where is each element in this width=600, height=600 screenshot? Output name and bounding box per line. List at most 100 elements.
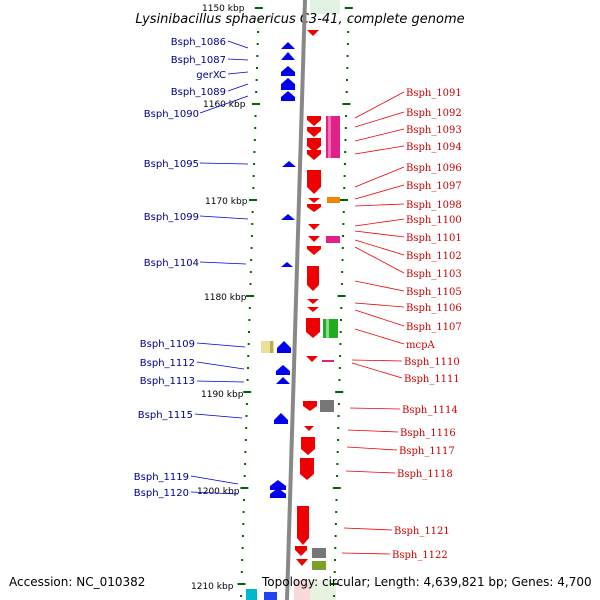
gene-bsph-1086[interactable] (281, 42, 295, 49)
gene-label-bsph-1117[interactable]: Bsph_1117 (399, 446, 455, 457)
gene-bsph-1121[interactable] (297, 506, 309, 545)
gene-label-bsph-1093[interactable]: Bsph_1093 (406, 125, 462, 136)
gene-label-bsph-1116[interactable]: Bsph_1116 (400, 428, 456, 439)
gene-bsph-1087[interactable] (281, 52, 295, 60)
gene-bsph-1107[interactable] (306, 318, 320, 338)
feature-gray-1114[interactable] (320, 400, 334, 412)
gene-reverse-top[interactable] (307, 30, 319, 36)
gene-bsph-1115[interactable] (274, 413, 288, 424)
gene-label-bsph-1110[interactable]: Bsph_1110 (404, 357, 460, 368)
scale-tick (250, 247, 253, 249)
gene-label-bsph-1096[interactable]: Bsph_1096 (406, 163, 462, 174)
gene-label-gerxc[interactable]: gerXC (196, 70, 226, 81)
gene-bsph-1101[interactable] (308, 236, 320, 242)
gene-bsph-1112[interactable] (276, 365, 290, 375)
scale-tick (347, 31, 350, 33)
feature-orange-1098[interactable] (327, 197, 340, 203)
scale-tick (334, 559, 336, 561)
gene-label-bsph-1122[interactable]: Bsph_1122 (392, 550, 448, 561)
scale-tick (243, 391, 252, 393)
gene-bsph-1091[interactable] (307, 116, 321, 126)
gene-bsph-1113[interactable] (276, 377, 290, 384)
feature-cyan-bottom[interactable] (246, 589, 257, 600)
gene-label-bsph-1103[interactable]: Bsph_1103 (406, 269, 462, 280)
gene-bsph-1094[interactable] (307, 150, 321, 160)
gene-bsph-1092[interactable] (307, 127, 321, 137)
feature-magenta-1111[interactable] (322, 360, 334, 362)
gene-label-bsph-1109[interactable]: Bsph_1109 (140, 339, 195, 350)
gene-label-bsph-1089[interactable]: Bsph_1089 (171, 87, 226, 98)
gene-bsph-1098[interactable] (307, 204, 321, 212)
gene-label-bsph-1087[interactable]: Bsph_1087 (171, 55, 226, 66)
gene-bsph-1104[interactable] (281, 262, 293, 267)
gene-label-bsph-1107[interactable]: Bsph_1107 (406, 322, 462, 333)
gene-label-bsph-1091[interactable]: Bsph_1091 (406, 88, 462, 99)
feature-gray-1122[interactable] (312, 548, 326, 558)
gene-bsph-1122[interactable] (295, 546, 307, 556)
gene-bsph-1090[interactable] (281, 91, 295, 101)
gene-label-bsph-1111[interactable]: Bsph_1111 (404, 374, 460, 385)
scale-tick (345, 115, 348, 117)
gene-bsph-1095[interactable] (282, 161, 296, 167)
gene-bsph-1102[interactable] (307, 246, 321, 255)
scale-tick (247, 343, 250, 345)
gene-label-bsph-1105[interactable]: Bsph_1105 (406, 287, 462, 298)
gene-bsph-1110[interactable] (306, 356, 318, 362)
feature-olive-bottom[interactable] (312, 561, 326, 570)
scale-tick (243, 499, 245, 501)
scale-label-1210: 1210 kbp (191, 582, 234, 592)
gene-label-bsph-1104[interactable]: Bsph_1104 (144, 258, 199, 269)
scale-label-1190: 1190 kbp (201, 390, 244, 400)
scale-tick (341, 259, 344, 261)
gene-label-bsph-1094[interactable]: Bsph_1094 (406, 142, 462, 153)
gene-bsph-1119[interactable] (270, 480, 286, 490)
gene-label-bsph-1101[interactable]: Bsph_1101 (406, 233, 462, 244)
gene-label-bsph-1118[interactable]: Bsph_1118 (397, 469, 453, 480)
gene-label-bsph-1097[interactable]: Bsph_1097 (406, 181, 462, 192)
gene-label-bsph-1102[interactable]: Bsph_1102 (406, 251, 462, 262)
gene-label-bsph-1121[interactable]: Bsph_1121 (394, 526, 450, 537)
gene-bsph-1100[interactable] (308, 224, 320, 230)
gene-label-bsph-1115[interactable]: Bsph_1115 (138, 410, 193, 421)
gene-bsph-1117[interactable] (301, 437, 315, 455)
gene-label-bsph-1112[interactable]: Bsph_1112 (140, 358, 195, 369)
scale-tick (248, 331, 250, 333)
gene-label-bsph-1114[interactable]: Bsph_1114 (402, 405, 458, 416)
gene-bsph-1118[interactable] (300, 458, 314, 480)
gene-bsph-1093[interactable] (307, 138, 321, 152)
gene-bsph-1116[interactable] (304, 426, 314, 431)
gene-bsph-1106[interactable] (307, 307, 319, 312)
gene-label-bsph-1099[interactable]: Bsph_1099 (144, 212, 199, 223)
gene-label-bsph-1086[interactable]: Bsph_1086 (171, 37, 226, 48)
gene-bsph-1114[interactable] (303, 401, 317, 411)
gene-gerxc[interactable] (281, 66, 295, 76)
gene-label-bsph-1120[interactable]: Bsph_1120 (134, 488, 189, 499)
gene-bsph-1120[interactable] (270, 488, 286, 498)
gene-label-bsph-1090[interactable]: Bsph_1090 (144, 109, 199, 120)
scale-tick (252, 187, 255, 189)
scale-tick (343, 163, 346, 165)
gene-forward-bottom[interactable] (264, 592, 277, 600)
scale-tick (247, 355, 250, 357)
scale-tick (346, 43, 349, 45)
gene-label-bsph-1119[interactable]: Bsph_1119 (134, 472, 189, 483)
feature-green-mcpa[interactable] (323, 319, 338, 338)
gene-label-bsph-1106[interactable]: Bsph_1106 (406, 303, 462, 314)
feature-magenta-1102[interactable] (326, 236, 340, 243)
gene-reverse-bottom[interactable] (296, 559, 308, 566)
gene-bsph-1097[interactable] (308, 198, 320, 203)
gene-bsph-1109[interactable] (277, 341, 291, 353)
scale-tick (344, 151, 347, 153)
gene-label-bsph-1098[interactable]: Bsph_1098 (406, 200, 462, 211)
gene-label-bsph-1100[interactable]: Bsph_1100 (406, 215, 462, 226)
gene-label-bsph-1092[interactable]: Bsph_1092 (406, 108, 462, 119)
scale-tick (241, 547, 244, 549)
gene-bsph-1105[interactable] (307, 299, 319, 304)
gene-label-mcpa[interactable]: mcpA (406, 340, 435, 351)
gene-bsph-1096[interactable] (307, 170, 321, 194)
gene-label-bsph-1113[interactable]: Bsph_1113 (140, 376, 195, 387)
gene-bsph-1089[interactable] (281, 78, 295, 90)
gene-bsph-1099[interactable] (281, 214, 295, 220)
gene-bsph-1103[interactable] (307, 266, 319, 291)
gene-label-bsph-1095[interactable]: Bsph_1095 (144, 159, 199, 170)
